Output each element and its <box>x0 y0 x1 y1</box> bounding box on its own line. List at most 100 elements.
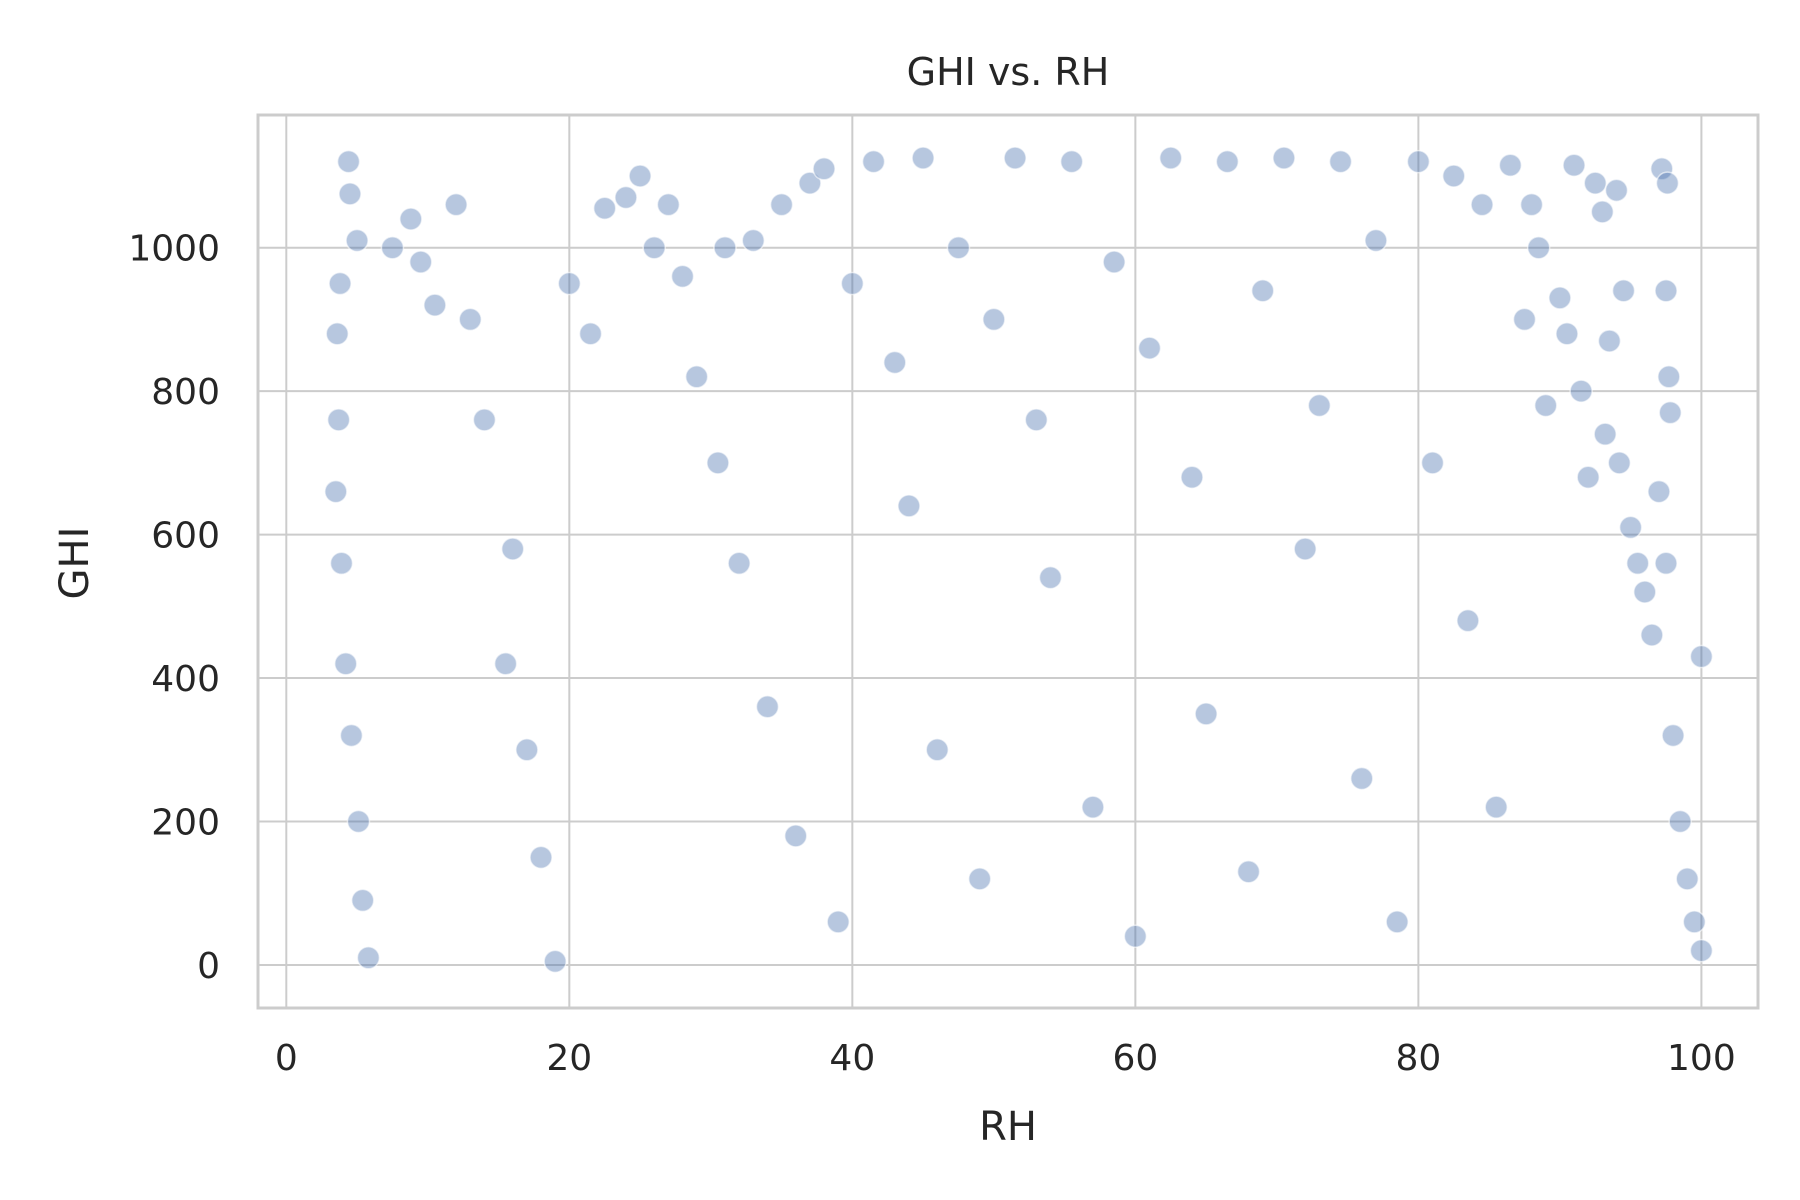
data-point <box>380 235 405 260</box>
data-point <box>741 228 766 253</box>
data-point <box>1576 465 1600 489</box>
data-point <box>543 949 567 974</box>
data-point <box>408 250 433 274</box>
data-point <box>1250 278 1275 303</box>
data-point <box>1661 723 1685 748</box>
data-point <box>656 192 681 217</box>
x-tick-label: 100 <box>1667 1038 1736 1079</box>
data-point <box>529 845 553 870</box>
y-tick-label: 600 <box>151 516 220 557</box>
data-point <box>1519 192 1544 217</box>
data-point <box>1657 365 1681 389</box>
data-point <box>1364 228 1388 253</box>
data-point <box>1668 809 1692 834</box>
data-point <box>1533 393 1558 418</box>
y-tick-label: 1000 <box>128 229 220 270</box>
y-tick-labels: 0 200 400 600 800 1000 <box>128 229 220 987</box>
data-point <box>840 271 865 296</box>
x-tick-label: 40 <box>829 1038 875 1079</box>
data-point <box>329 551 354 576</box>
x-tick-label: 20 <box>546 1038 592 1079</box>
y-tick-label: 800 <box>151 372 220 413</box>
data-point <box>1081 795 1105 819</box>
data-point <box>1498 153 1523 177</box>
gridlines <box>258 115 1758 1008</box>
data-point <box>328 271 352 296</box>
data-point <box>1583 171 1608 195</box>
data-point <box>1272 146 1296 170</box>
y-tick-label: 200 <box>151 803 220 844</box>
data-point <box>1470 192 1494 217</box>
data-point <box>423 293 447 317</box>
data-point <box>1647 479 1671 504</box>
data-point <box>339 723 364 748</box>
data-point <box>1526 235 1551 260</box>
data-point <box>670 264 695 289</box>
data-point <box>769 192 794 217</box>
data-point <box>1456 608 1480 633</box>
data-point <box>1512 307 1537 332</box>
data-point <box>1102 250 1126 274</box>
data-point <box>1593 422 1617 446</box>
data-point <box>338 182 362 206</box>
data-point <box>883 350 907 375</box>
data-point <box>798 171 822 195</box>
data-point <box>1650 157 1674 181</box>
chart-title: GHI vs. RH <box>907 50 1110 94</box>
data-point <box>1059 149 1084 174</box>
data-point <box>1350 766 1374 791</box>
data-point <box>684 365 709 389</box>
data-point <box>1689 644 1714 669</box>
data-point <box>1420 451 1445 475</box>
data-point <box>1562 153 1586 177</box>
data-point <box>1385 910 1409 934</box>
data-point <box>1654 278 1678 303</box>
data-point <box>1611 278 1636 303</box>
data-point <box>458 307 483 332</box>
data-point <box>783 824 808 848</box>
data-point <box>1406 149 1431 174</box>
x-tick-labels: 0 20 40 60 80 100 <box>275 1038 1736 1079</box>
data-point <box>1654 551 1678 576</box>
data-point <box>628 164 652 188</box>
data-points <box>324 146 1714 974</box>
plot-area <box>256 113 1760 1010</box>
data-point <box>324 479 348 504</box>
data-point <box>444 192 468 217</box>
data-point <box>614 185 638 210</box>
data-point <box>1215 149 1240 174</box>
data-point <box>1236 859 1261 884</box>
data-point <box>826 910 850 934</box>
data-point <box>1293 537 1317 561</box>
data-point <box>325 322 349 346</box>
data-point <box>982 307 1006 332</box>
data-point <box>1548 286 1572 310</box>
data-point <box>493 651 518 676</box>
data-point <box>1442 164 1466 188</box>
data-point <box>1640 623 1664 647</box>
y-axis-label: GHI <box>52 527 98 600</box>
data-point <box>333 651 358 676</box>
data-point <box>1655 171 1680 195</box>
x-tick-label: 80 <box>1395 1038 1441 1079</box>
data-point <box>1307 393 1332 418</box>
x-axis-label: RH <box>979 1104 1037 1150</box>
data-point <box>642 235 666 260</box>
data-point <box>1590 200 1615 224</box>
data-point <box>326 408 351 432</box>
data-point <box>399 207 423 231</box>
data-point <box>356 946 381 970</box>
data-point <box>897 494 921 518</box>
data-point <box>1328 149 1353 174</box>
data-point <box>578 322 603 346</box>
data-point <box>1682 910 1707 934</box>
x-tick-label: 0 <box>275 1038 298 1079</box>
data-point <box>1625 551 1650 576</box>
data-point <box>946 235 971 260</box>
data-point <box>1038 565 1063 590</box>
data-point <box>1003 146 1027 170</box>
data-point <box>706 451 730 475</box>
data-point <box>350 888 375 913</box>
